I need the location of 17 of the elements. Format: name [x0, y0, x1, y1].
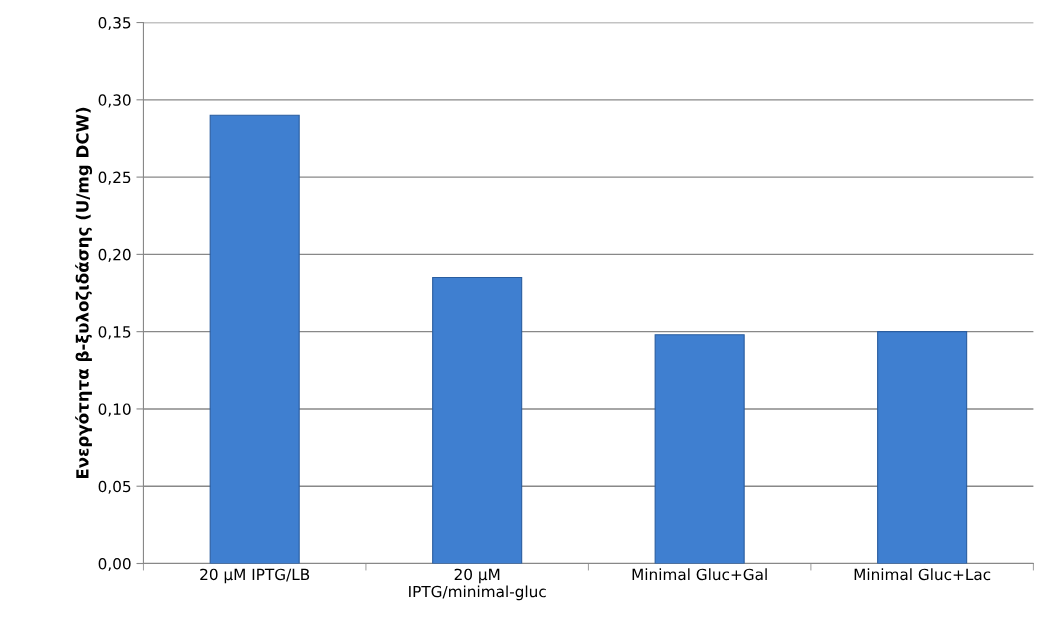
y-tick-label: 0,05	[98, 480, 131, 494]
bar	[209, 114, 300, 564]
bar	[432, 277, 523, 564]
bar	[654, 334, 745, 564]
y-axis-title: Ενεργότητα β-ξυλοζιδάσης (U/mg DCW)	[75, 107, 93, 479]
bar	[877, 331, 968, 564]
y-tick-label: 0,35	[98, 17, 131, 31]
y-tick-label: 0,00	[98, 557, 131, 572]
y-tick-label: 0,20	[98, 248, 131, 262]
y-tick-label: 0,10	[98, 403, 131, 417]
x-tick-label: Minimal Gluc+Gal	[632, 568, 767, 581]
y-tick-label: 0,15	[98, 326, 131, 340]
x-tick-label: Minimal Gluc+Lac	[854, 568, 991, 581]
y-tick-label: 0,25	[98, 171, 131, 185]
x-tick-label: 20 μM IPTG/LB	[200, 568, 310, 584]
y-tick-label: 0,30	[98, 94, 131, 108]
x-tick-label: 20 μM IPTG/minimal-gluc	[409, 568, 546, 601]
